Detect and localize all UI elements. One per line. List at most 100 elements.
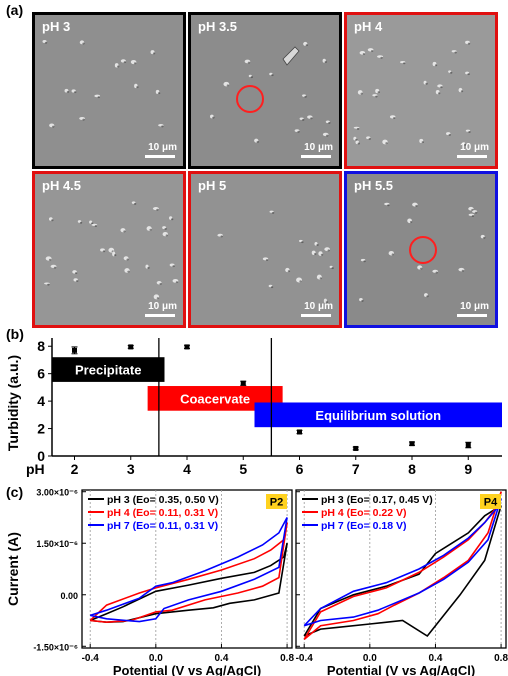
data-point <box>409 441 415 447</box>
particle-shadow <box>172 265 175 268</box>
data-point <box>128 344 134 350</box>
x-tick-label: 4 <box>183 461 191 477</box>
particle-shadow <box>299 280 302 283</box>
cv-curve-forward <box>89 522 288 622</box>
scale-bar <box>457 314 487 317</box>
particle-shadow <box>319 277 323 280</box>
particle-shadow <box>387 204 390 207</box>
y-tick-label: 0.00 <box>60 591 78 601</box>
particle-shadow <box>250 76 253 79</box>
panel-c-label: (c) <box>6 484 24 500</box>
y-tick-label: 1.50×10⁻⁶ <box>36 539 78 549</box>
polymer-tag-box <box>266 494 287 509</box>
scale-bar-label: 10 μm <box>304 301 333 312</box>
particle-shadow <box>133 62 137 65</box>
particle-shadow <box>356 127 360 130</box>
particle-shadow <box>355 138 358 141</box>
cv-curve-reverse <box>90 543 288 624</box>
y-tick-label: 3.00×10⁻⁶ <box>36 488 78 498</box>
particle-shadow <box>425 82 428 85</box>
particle-shadow <box>421 141 424 144</box>
scale-bar <box>301 155 331 158</box>
data-point <box>240 380 246 386</box>
scale-bar <box>301 314 331 317</box>
particle-shadow <box>313 253 317 256</box>
particle-shadow <box>44 41 48 44</box>
data-point <box>297 429 302 435</box>
x-tick-label: 3 <box>127 461 135 477</box>
particle-shadow <box>74 272 78 275</box>
particle-shadow <box>73 91 77 94</box>
micrograph-texture <box>210 41 331 143</box>
particle-shadow <box>471 215 475 218</box>
micrograph-ph-4.5: pH 4.5 10 μm <box>32 171 186 328</box>
scale-bar <box>145 314 175 317</box>
particle-shadow <box>301 118 305 121</box>
y-tick-label: 6 <box>37 366 45 382</box>
x-axis-label: Potential (V vs Ag/AgCl) <box>327 663 475 676</box>
x-tick-label: -0.4 <box>296 653 314 664</box>
particle-shadow <box>368 137 371 140</box>
particle-shadow <box>320 253 324 256</box>
debris <box>282 46 300 66</box>
particle-shadow <box>327 249 330 252</box>
particle-shadow <box>79 221 83 224</box>
particle-shadow <box>271 211 275 214</box>
particle-shadow <box>370 50 374 53</box>
particle-shadow <box>82 42 85 45</box>
particle-shadow <box>53 266 57 269</box>
particle-shadow <box>435 271 438 274</box>
cv-curve-reverse <box>303 498 502 627</box>
cv-curve-forward <box>89 543 288 622</box>
particle-shadow <box>471 208 474 211</box>
micrograph-label: pH 5 <box>198 178 227 193</box>
particle-shadow <box>362 53 366 56</box>
turbidity-chart: 0 2 4 6 8 pH 2 3 4 5 6 7 8 9 Turbidity (a.u.) Precipita… <box>5 338 502 477</box>
scale-bar <box>145 155 175 158</box>
particle-shadow <box>51 219 54 222</box>
particle-shadow <box>297 130 300 133</box>
particle-shadow <box>220 235 223 238</box>
particle-shadow <box>380 56 383 59</box>
particle-shadow <box>256 140 259 143</box>
particle-shadow <box>226 84 230 87</box>
particle-shadow <box>360 92 363 95</box>
micrograph-label: pH 3 <box>42 19 71 34</box>
particle-shadow <box>212 116 215 119</box>
particle-shadow <box>409 220 413 223</box>
particle-shadow <box>66 90 70 93</box>
particle-shadow <box>357 142 360 145</box>
legend-entry: pH 7 (Eo= 0.11, 0.31 V) <box>107 520 218 532</box>
particle-shadow <box>325 134 329 137</box>
particle-shadow <box>393 117 396 120</box>
region-bar <box>52 357 165 382</box>
micrograph-texture <box>217 210 334 304</box>
y-axis-label: Turbidity (a.u.) <box>5 355 21 451</box>
y-tick-label: 2 <box>37 421 45 437</box>
x-tick-label: 0.8 <box>280 653 294 664</box>
particle-shadow <box>468 130 471 133</box>
particle-shadow <box>361 299 364 302</box>
particle-shadow <box>434 64 438 67</box>
data-point <box>184 344 190 350</box>
particle-shadow <box>157 92 161 95</box>
particle-shadow <box>161 125 164 128</box>
micrograph-texture <box>44 201 179 300</box>
particle-shadow <box>403 62 406 65</box>
particle-shadow <box>170 218 174 221</box>
scale-bar <box>457 155 487 158</box>
particle-shadow <box>156 208 159 211</box>
micrograph-label: pH 4.5 <box>42 178 82 193</box>
micrograph-grid: pH 3 10 μm pH 3.5 10 μm pH 4 10 μm pH 4.5 10 μm… <box>32 12 502 330</box>
micrograph-texture <box>42 40 164 128</box>
micrograph-texture <box>359 202 486 302</box>
region-label: Coacervate <box>180 391 250 406</box>
particle-shadow <box>391 253 394 256</box>
y-tick-label: -1.50×10⁻⁶ <box>33 642 78 652</box>
micrograph-texture <box>353 40 471 146</box>
particle-shadow <box>159 282 162 285</box>
micrograph-ph-5: pH 5 10 μm <box>188 171 342 328</box>
particle-shadow <box>301 241 304 244</box>
scale-bar-label: 10 μm <box>304 142 333 153</box>
x-axis-label: Potential (V vs Ag/AgCl) <box>113 663 261 676</box>
